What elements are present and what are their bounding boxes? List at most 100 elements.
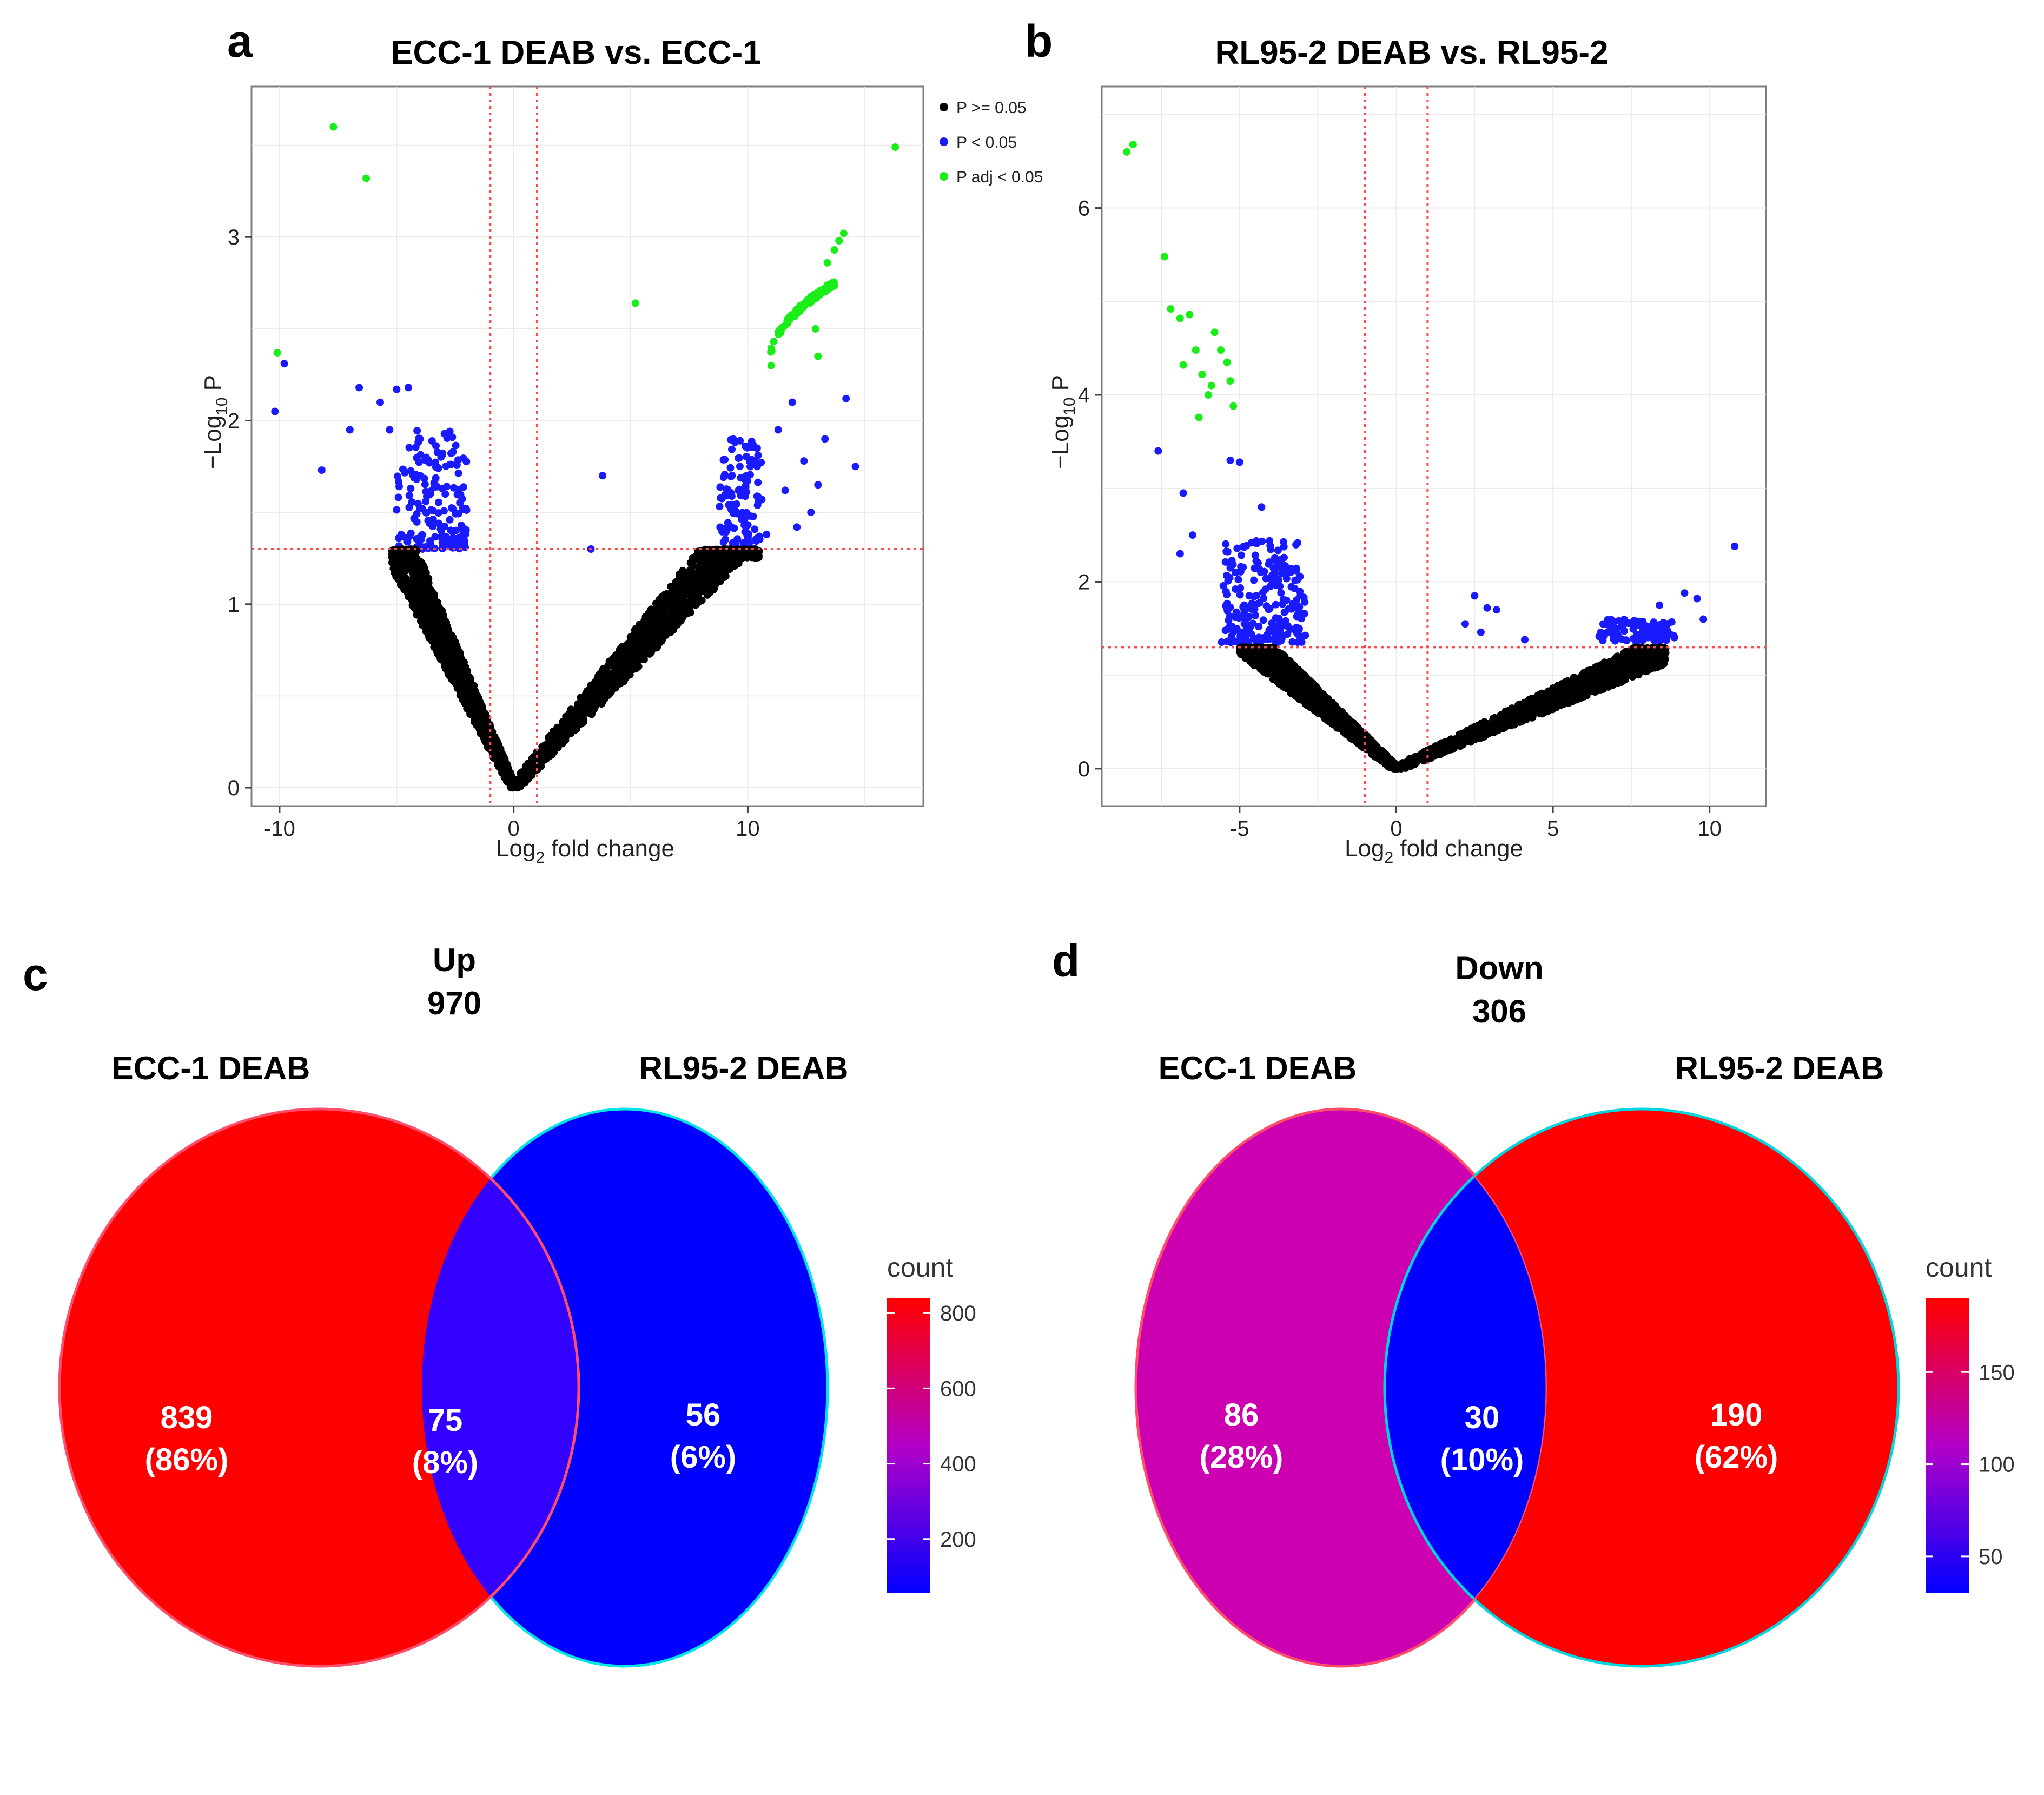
ns-point	[524, 761, 532, 769]
sig-point	[1222, 547, 1231, 556]
sig-point	[1281, 562, 1289, 570]
ns-point	[469, 710, 477, 718]
sig-point	[738, 515, 745, 523]
ns-point	[620, 644, 628, 652]
ns-point	[540, 754, 548, 762]
padj-point	[830, 246, 838, 254]
sig-point	[271, 407, 279, 415]
sig-point	[1240, 636, 1248, 644]
sig-point	[1251, 551, 1259, 559]
ns-point	[1309, 687, 1318, 695]
sig-point	[446, 516, 454, 524]
sig-point	[1266, 542, 1274, 550]
sig-point	[424, 517, 432, 525]
ns-point	[444, 640, 452, 648]
sig-point	[788, 398, 796, 406]
padj-point	[813, 293, 821, 301]
y-tick-label: 2	[228, 410, 240, 433]
sig-point	[720, 471, 729, 479]
x-tick-label: 10	[736, 817, 760, 841]
ns-point	[480, 730, 488, 738]
sig-point	[1296, 572, 1304, 580]
sig-point	[1236, 591, 1244, 599]
sig-point	[851, 463, 859, 471]
sig-point	[452, 536, 460, 544]
sig-point	[743, 453, 750, 461]
sig-point	[395, 478, 402, 486]
ns-point	[656, 616, 664, 624]
ns-point	[635, 647, 643, 655]
ns-point	[567, 729, 575, 737]
y-tick-label: 1	[228, 593, 240, 617]
ns-point	[414, 598, 422, 606]
volcano-a-ylabel: −Log10 P	[200, 375, 231, 469]
ns-point	[732, 551, 740, 559]
sig-point	[1232, 608, 1240, 616]
sig-point	[1259, 616, 1267, 624]
sig-point	[438, 538, 446, 546]
sig-point	[393, 506, 401, 514]
ns-point	[1348, 731, 1356, 740]
ns-point	[461, 696, 469, 704]
ns-point	[419, 621, 427, 629]
ns-point	[1321, 712, 1329, 721]
sig-point	[727, 523, 736, 531]
sig-point	[1233, 544, 1241, 552]
sig-point	[1228, 638, 1236, 646]
ns-point	[444, 649, 452, 656]
sig-point	[1236, 629, 1245, 636]
ns-point	[408, 578, 416, 586]
sig-point	[735, 454, 743, 462]
ns-point	[504, 763, 512, 771]
ns-point	[711, 554, 719, 562]
ns-point	[644, 636, 652, 644]
ns-point	[517, 783, 525, 791]
sig-point	[1247, 539, 1255, 547]
ns-point	[676, 578, 684, 586]
ns-point	[624, 656, 632, 664]
sig-point	[1285, 605, 1293, 613]
ns-point	[425, 592, 433, 600]
sig-point	[1254, 559, 1262, 567]
ns-point	[666, 628, 674, 636]
padj-point	[767, 348, 775, 356]
sig-point	[456, 499, 464, 507]
ns-point	[588, 690, 597, 698]
ns-point	[726, 550, 735, 558]
sig-point	[763, 530, 771, 538]
sig-point	[741, 473, 749, 481]
sig-point	[1258, 537, 1266, 545]
y-tick-label: 0	[228, 776, 240, 800]
ns-point	[641, 613, 650, 622]
sig-point	[415, 458, 423, 466]
sig-point	[1240, 543, 1248, 551]
sig-point	[1604, 628, 1612, 636]
ns-point	[580, 708, 588, 716]
sig-point	[1228, 623, 1236, 631]
ns-point	[417, 590, 425, 598]
ns-point	[1269, 670, 1278, 678]
ns-point	[577, 694, 585, 702]
sig-point	[317, 466, 326, 474]
sig-point	[1255, 623, 1263, 631]
sig-point	[416, 435, 424, 443]
sig-point	[411, 472, 419, 480]
sig-point	[742, 443, 750, 450]
sig-point	[407, 485, 415, 492]
sig-point	[1278, 621, 1286, 629]
ns-point	[693, 556, 701, 564]
ns-point	[467, 695, 475, 703]
ns-point	[1291, 689, 1299, 697]
ns-point	[405, 546, 413, 555]
sig-point	[1651, 637, 1659, 645]
ns-point	[480, 715, 488, 723]
sig-point	[438, 527, 445, 535]
sig-point	[1657, 636, 1665, 644]
sig-point	[793, 523, 801, 531]
ns-point	[475, 701, 482, 709]
padj-point	[805, 296, 813, 304]
sig-point	[1282, 596, 1291, 604]
ns-point	[1276, 665, 1285, 673]
ns-point	[434, 632, 442, 639]
ns-point	[1297, 670, 1305, 678]
